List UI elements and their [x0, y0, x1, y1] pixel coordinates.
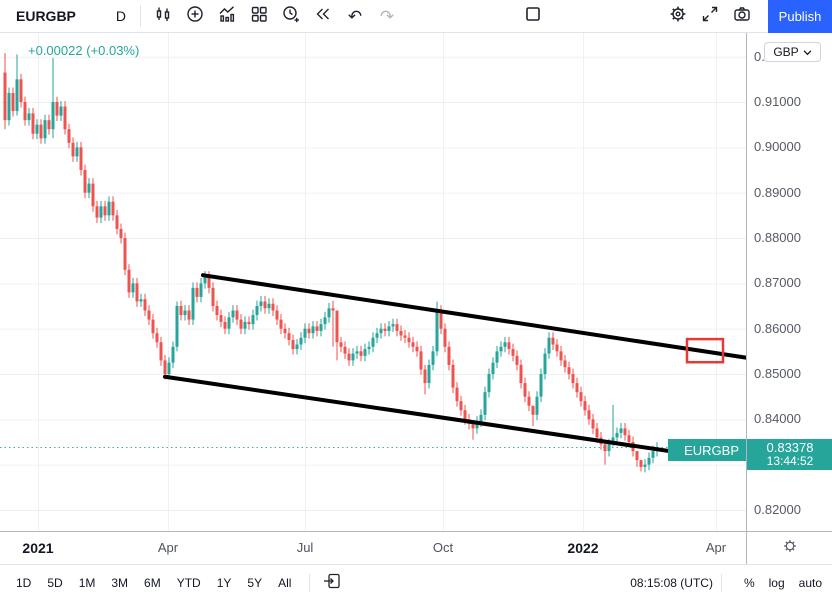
range-button-5y[interactable]: 5Y [247, 575, 263, 590]
square-icon [523, 4, 543, 29]
layout-grid-icon [249, 4, 269, 29]
bottombar-divider [720, 573, 722, 592]
redo-icon: ↷ [379, 6, 395, 26]
go-to-date-button[interactable] [318, 571, 346, 595]
fullscreen-button[interactable] [694, 2, 726, 30]
time-axis[interactable]: 2021 Apr Jul Oct 2022 Apr [0, 532, 746, 564]
redo-button[interactable]: ↷ [371, 2, 403, 30]
range-button-3m[interactable]: 3M [111, 575, 129, 590]
plus-circle-icon [185, 4, 205, 29]
scale-button-auto[interactable]: auto [798, 575, 822, 590]
top-toolbar: EURGBP D [0, 0, 832, 33]
bar-countdown: 13:44:52 [766, 454, 814, 468]
select-square-button[interactable] [517, 2, 549, 30]
range-button-1m[interactable]: 1M [78, 575, 96, 590]
chart-canvas[interactable] [0, 33, 746, 531]
range-button-5d[interactable]: 5D [47, 575, 63, 590]
time-tick-label: Apr [157, 540, 179, 555]
scale-buttons: % log auto [730, 576, 822, 590]
grid-lines [0, 33, 746, 531]
price-axis[interactable]: 0.920000.910000.900000.890000.880000.870… [746, 33, 832, 531]
bar-replay-button[interactable] [307, 2, 339, 30]
price-tick-label: 0.85000 [754, 366, 801, 381]
chart-main-row: +0.00022 (+0.03%) EURGBP 0.920000.910000… [0, 33, 832, 531]
rectangle-annotation[interactable] [685, 337, 725, 364]
symbol-price-line-tag: EURGBP [668, 439, 746, 461]
toolbar-divider [140, 5, 142, 27]
chart-pane: +0.00022 (+0.03%) EURGBP [0, 33, 746, 531]
compare-add-button[interactable] [179, 2, 211, 30]
price-tick-label: 0.86000 [754, 320, 801, 336]
trendline-channel-lower[interactable] [163, 374, 708, 459]
bottom-toolbar: 1D 5D 1M 3M 6M YTD 1Y 5Y All 08:15:08 (UTC) % log… [0, 564, 832, 600]
range-button-6m[interactable]: 6M [144, 575, 161, 590]
indicators-icon [217, 4, 237, 29]
chart-settings-button[interactable] [662, 2, 694, 30]
price-tick-label: 0.91000 [754, 94, 801, 110]
range-buttons: 1D 5D 1M 3M 6M YTD 1Y 5Y All [10, 573, 301, 593]
last-price-value: 0.83378 [766, 440, 814, 455]
alarm-clock-plus-icon [281, 4, 301, 29]
alert-add-button[interactable] [275, 2, 307, 30]
candlestick-chart-icon [153, 4, 173, 29]
price-tick-label: 0.90000 [754, 139, 801, 155]
price-tick-label: 0.87000 [754, 275, 801, 291]
go-to-date-icon [322, 571, 342, 594]
snapshot-button[interactable] [726, 2, 758, 30]
camera-icon [732, 4, 752, 29]
range-button-1d[interactable]: 1D [16, 575, 32, 590]
last-price-badge: 0.83378 13:44:52 [747, 439, 832, 470]
currency-label: GBP [773, 45, 799, 59]
range-button-1y[interactable]: 1Y [216, 575, 232, 590]
time-tick-label: Jul [296, 540, 314, 555]
trendline-channel-upper[interactable] [201, 273, 746, 360]
undo-icon: ↶ [347, 6, 363, 26]
chevron-down-icon [803, 45, 812, 59]
gear-icon [782, 538, 798, 559]
scale-button-%[interactable]: % [743, 575, 755, 590]
bottombar-divider [309, 573, 311, 592]
candlestick-style-button[interactable] [147, 2, 179, 30]
fullscreen-arrows-icon [700, 4, 720, 29]
publish-button[interactable]: Publish [768, 0, 832, 33]
interval-button[interactable]: D [115, 8, 127, 24]
currency-unit-button[interactable]: GBP [764, 42, 821, 62]
price-tick-label: 0.82000 [754, 501, 801, 517]
price-tick-label: 0.84000 [754, 411, 801, 427]
undo-button[interactable]: ↶ [339, 2, 371, 30]
range-button-ytd[interactable]: YTD [176, 575, 201, 590]
symbol-button[interactable]: EURGBP [16, 8, 76, 24]
price-tick-label: 0.89000 [754, 184, 801, 200]
price-tick-label: 0.88000 [754, 230, 801, 245]
rewind-icon [313, 4, 333, 29]
scale-button-log[interactable]: log [768, 575, 785, 590]
time-tick-label: 2021 [22, 540, 54, 556]
time-tick-label: Oct [432, 540, 454, 555]
range-button-all[interactable]: All [278, 575, 292, 590]
layout-grid-button[interactable] [243, 2, 275, 30]
gear-icon [668, 4, 688, 29]
axis-settings-corner[interactable] [746, 532, 832, 564]
candles-group [3, 53, 659, 473]
indicators-button[interactable] [211, 2, 243, 30]
time-axis-row: 2021 Apr Jul Oct 2022 Apr [0, 531, 832, 564]
time-tick-label: 2022 [567, 540, 599, 556]
time-tick-label: Apr [705, 540, 727, 555]
session-clock-button[interactable]: 08:15:08 (UTC) [630, 575, 713, 590]
